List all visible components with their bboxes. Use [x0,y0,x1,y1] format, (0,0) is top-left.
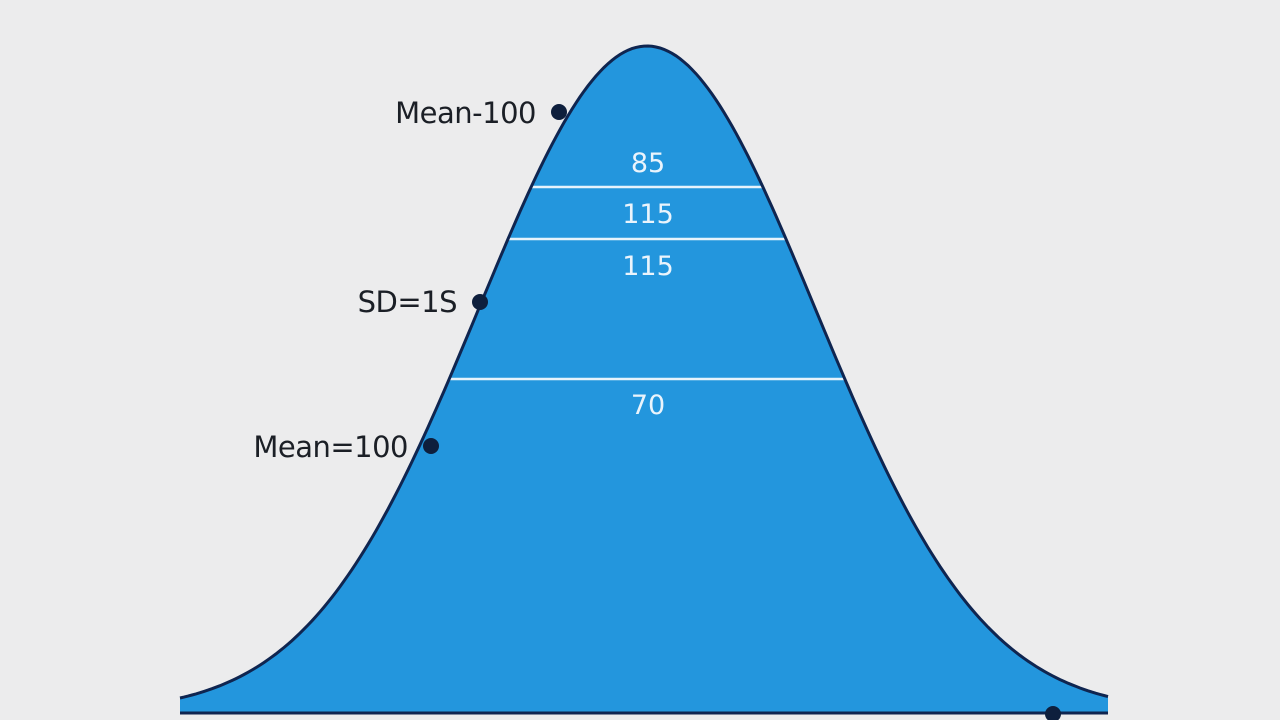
label-mean-lower: Mean=100 [253,430,408,464]
label-sd: SD=1S [358,285,457,319]
bell-curve-outline [179,44,1109,700]
marker-dot-right-tail [1045,706,1061,720]
marker-dot-mean-lower [423,438,439,454]
band-label-70: 70 [631,390,665,421]
band-label-115-lower: 115 [622,251,674,282]
marker-dot-sd [472,294,488,310]
band-label-85: 85 [631,148,665,179]
band-label-115-upper: 115 [622,199,674,230]
label-mean-top: Mean-100 [395,96,536,130]
marker-dot-mean-top [551,104,567,120]
